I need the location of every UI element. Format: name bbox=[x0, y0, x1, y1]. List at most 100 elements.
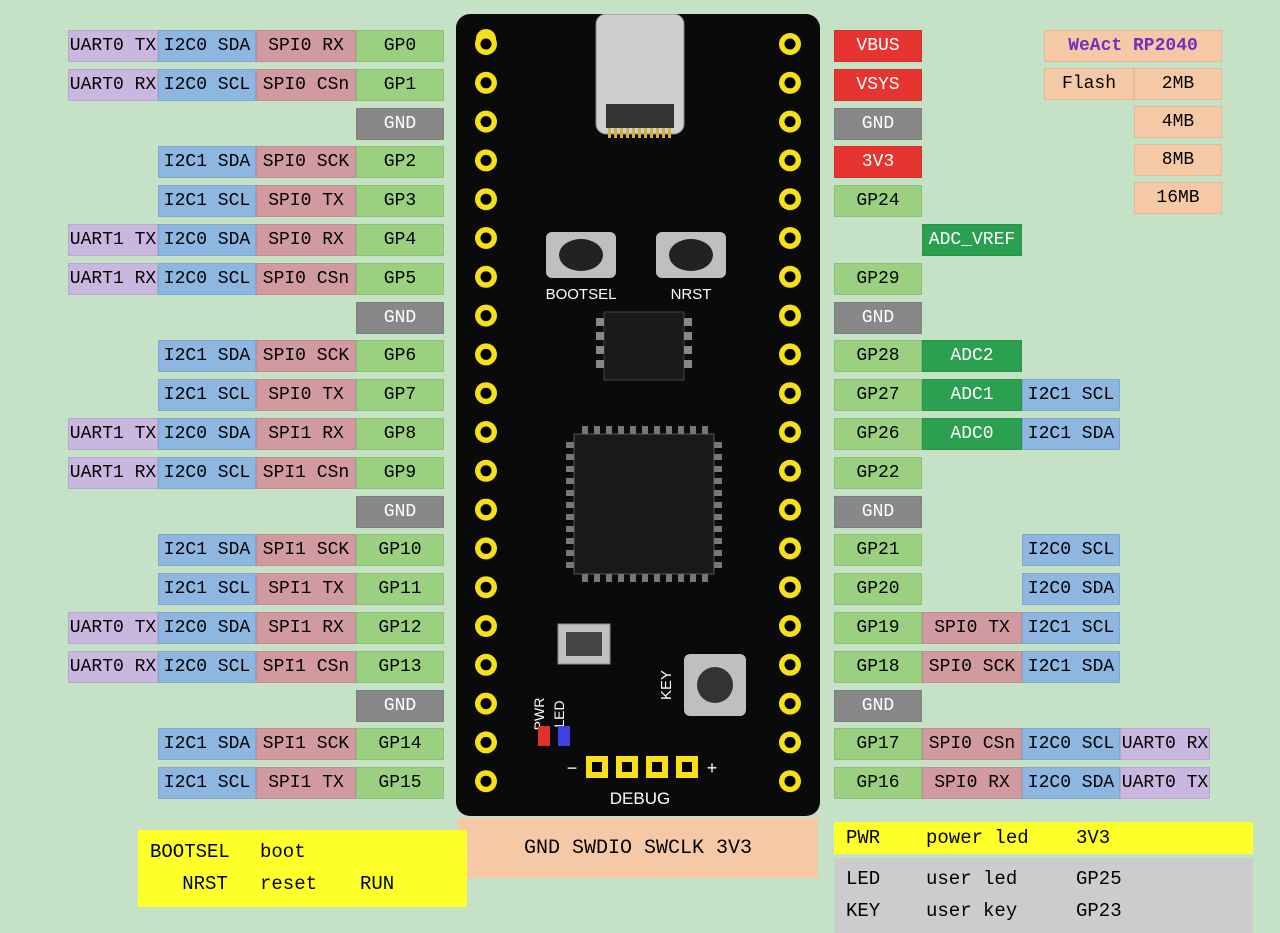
i2c-label: I2C1 SCL bbox=[1022, 612, 1120, 644]
right-pin-row: GP20I2C0 SDA bbox=[834, 573, 1120, 605]
debug-pads bbox=[586, 756, 698, 778]
right-pin-row: GP26ADC0I2C1 SDA bbox=[834, 418, 1120, 450]
right-pin-row: 3V3 bbox=[834, 146, 922, 178]
gp-label: GP22 bbox=[834, 457, 922, 489]
boot-info-box: BOOTSELboot NRSTresetRUN bbox=[138, 830, 467, 907]
gnd-label: GND bbox=[356, 108, 444, 140]
spi-label: SPI0 CSn bbox=[256, 263, 356, 295]
gp-label: GP17 bbox=[834, 728, 922, 760]
right-pin-row: GP27ADC1I2C1 SCL bbox=[834, 379, 1120, 411]
spi-label: SPI1 RX bbox=[256, 418, 356, 450]
i2c-label: I2C0 SCL bbox=[158, 651, 256, 683]
debug-strip: GND SWDIO SWCLK 3V3 bbox=[458, 818, 818, 878]
gp-label: GP0 bbox=[356, 30, 444, 62]
left-pin-row: I2C1 SDASPI0 SCKGP6 bbox=[158, 340, 444, 372]
spi-label: SPI1 CSn bbox=[256, 457, 356, 489]
pwr-info-box: PWRpower led3V3 bbox=[834, 822, 1253, 854]
i2c-label: I2C1 SDA bbox=[1022, 418, 1120, 450]
right-pin-row: GP16SPI0 RXI2C0 SDAUART0 TX bbox=[834, 767, 1210, 799]
user-led-icon bbox=[558, 726, 570, 746]
i2c-label: I2C1 SDA bbox=[158, 146, 256, 178]
gp-label: GP11 bbox=[356, 573, 444, 605]
right-pin-row: GND bbox=[834, 108, 922, 140]
spi-label: SPI1 TX bbox=[256, 767, 356, 799]
right-pin-row: GP18SPI0 SCKI2C1 SDA bbox=[834, 651, 1120, 683]
left-pin-row: UART1 TXI2C0 SDASPI0 RXGP4 bbox=[68, 224, 444, 256]
uart-label: UART1 TX bbox=[68, 224, 158, 256]
uart-label: UART1 RX bbox=[68, 263, 158, 295]
led-key-info-box: LEDuser ledGP25 KEYuser keyGP23 bbox=[834, 858, 1253, 933]
i2c-label: I2C0 SCL bbox=[158, 457, 256, 489]
board-outline: BOOTSEL NRST KEY PWR LED − + DEBUG bbox=[456, 14, 820, 816]
bootsel-name: BOOTSEL bbox=[150, 836, 260, 868]
spi-label: SPI1 TX bbox=[256, 573, 356, 605]
i2c-label: I2C0 SDA bbox=[158, 30, 256, 62]
gp-label: GP10 bbox=[356, 534, 444, 566]
left-pin-row: UART0 TXI2C0 SDASPI1 RXGP12 bbox=[68, 612, 444, 644]
gnd-label: GND bbox=[356, 690, 444, 722]
left-pin-row: I2C1 SDASPI0 SCKGP2 bbox=[158, 146, 444, 178]
led-pin: GP25 bbox=[1076, 863, 1122, 895]
i2c-label: I2C0 SDA bbox=[1022, 573, 1120, 605]
left-pin-row: UART0 RXI2C0 SCLSPI0 CSnGP1 bbox=[68, 69, 444, 101]
bootsel-label: BOOTSEL bbox=[546, 286, 617, 303]
right-pin-row: GP21 I2C0 SCL bbox=[834, 534, 1120, 566]
uart-label: UART0 RX bbox=[68, 651, 158, 683]
spi-label: SPI0 CSn bbox=[256, 69, 356, 101]
spi-label: SPI0 TX bbox=[256, 379, 356, 411]
i2c-label: I2C1 SCL bbox=[1022, 379, 1120, 411]
gnd-label: GND bbox=[834, 302, 922, 334]
gnd-label: GND bbox=[834, 690, 922, 722]
gp-label: GP21 bbox=[834, 534, 922, 566]
spi-label: SPI0 SCK bbox=[256, 146, 356, 178]
left-pin-row: GND bbox=[356, 690, 444, 722]
gp-label: GP8 bbox=[356, 418, 444, 450]
left-pin-row: UART1 RXI2C0 SCLSPI0 CSnGP5 bbox=[68, 263, 444, 295]
gp-label: GP16 bbox=[834, 767, 922, 799]
left-pin-row: GND bbox=[356, 496, 444, 528]
board-title: WeAct RP2040 bbox=[1044, 30, 1222, 62]
i2c-label: I2C1 SDA bbox=[158, 534, 256, 566]
left-pin-row: GND bbox=[356, 302, 444, 334]
power-label: VSYS bbox=[834, 69, 922, 101]
key-label: KEY bbox=[658, 670, 675, 700]
gp-label: GP18 bbox=[834, 651, 922, 683]
gnd-label: GND bbox=[356, 302, 444, 334]
right-pin-row: GP29 bbox=[834, 263, 922, 295]
right-pin-row: VBUS bbox=[834, 30, 922, 62]
flash-size-2mb: 2MB bbox=[1134, 68, 1222, 100]
i2c-label: I2C1 SCL bbox=[158, 185, 256, 217]
i2c-label: I2C0 SCL bbox=[1022, 534, 1120, 566]
i2c-label: I2C1 SCL bbox=[158, 767, 256, 799]
plus-label: + bbox=[707, 758, 718, 778]
gp-label: GP24 bbox=[834, 185, 922, 217]
gnd-label: GND bbox=[834, 496, 922, 528]
uart-label: UART0 RX bbox=[1120, 728, 1210, 760]
i2c-label: I2C0 SCL bbox=[158, 263, 256, 295]
i2c-label: I2C0 SDA bbox=[158, 224, 256, 256]
nrst-name: NRST bbox=[150, 868, 260, 900]
right-pin-row: GND bbox=[834, 496, 922, 528]
key-pin: GP23 bbox=[1076, 895, 1122, 927]
i2c-label: I2C1 SCL bbox=[158, 573, 256, 605]
pwr-led-icon bbox=[538, 726, 550, 746]
spi-label: SPI0 RX bbox=[922, 767, 1022, 799]
adc-label: ADC2 bbox=[922, 340, 1022, 372]
led-desc: user led bbox=[926, 863, 1076, 895]
flash-2mb-row: Flash 2MB bbox=[1044, 68, 1222, 100]
uart-label: UART0 TX bbox=[68, 30, 158, 62]
left-pin-row: I2C1 SCLSPI1 TXGP11 bbox=[158, 573, 444, 605]
right-pin-row: VSYS bbox=[834, 69, 922, 101]
i2c-label: I2C0 SDA bbox=[158, 418, 256, 450]
gp-label: GP12 bbox=[356, 612, 444, 644]
spi-label: SPI0 CSn bbox=[922, 728, 1022, 760]
right-pin-row: ADC_VREF bbox=[922, 224, 1022, 256]
uart-label: UART0 TX bbox=[1120, 767, 1210, 799]
board-svg: BOOTSEL NRST KEY PWR LED − + DEBUG bbox=[456, 14, 820, 816]
pwr-label: PWR bbox=[531, 698, 547, 731]
i2c-label: I2C0 SCL bbox=[1022, 728, 1120, 760]
spi-label: SPI0 RX bbox=[256, 30, 356, 62]
title-row: WeAct RP2040 bbox=[1044, 30, 1222, 62]
i2c-label: I2C1 SDA bbox=[158, 340, 256, 372]
nrst-pin: RUN bbox=[360, 868, 394, 900]
